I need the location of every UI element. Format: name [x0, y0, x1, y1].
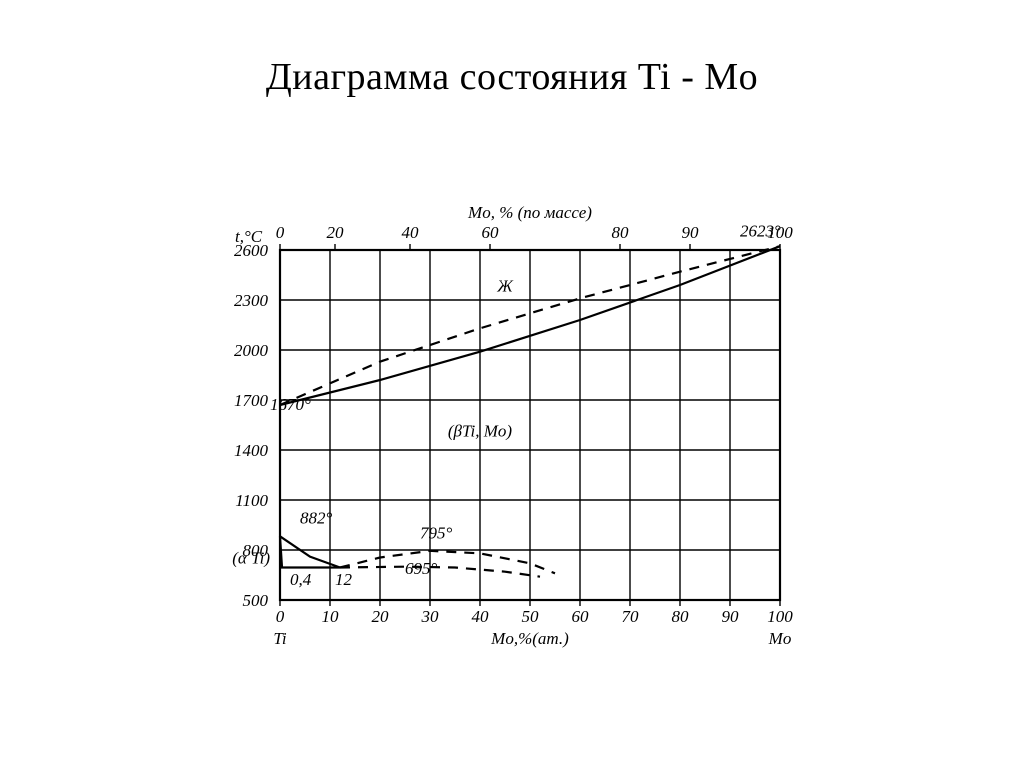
x-bottom-tick-label: 10: [322, 607, 340, 626]
transition-695-curve: [340, 567, 540, 577]
x-top-tick-label: 90: [682, 223, 700, 242]
x-bottom-tick-label: 100: [767, 607, 793, 626]
x-bottom-tick-label: 30: [421, 607, 440, 626]
transition-795-curve: [340, 551, 555, 574]
x-bottom-tick-label: 80: [672, 607, 690, 626]
region-label-alpha: (α Ti): [232, 548, 270, 567]
point-label-p04: 0,4: [290, 570, 312, 589]
x-bottom-tick-label: 70: [622, 607, 640, 626]
x-top-tick-label: 60: [482, 223, 500, 242]
x-bottom-axis-label: Mo,%(ат.): [490, 629, 569, 648]
point-label-p795: 795°: [420, 523, 453, 542]
x-top-tick-label: 0: [276, 223, 285, 242]
y-axis-label: t,°C: [235, 227, 263, 246]
x-bottom-tick-label: 20: [372, 607, 390, 626]
x-bottom-tick-label: 0: [276, 607, 285, 626]
x-top-tick-label: 80: [612, 223, 630, 242]
phase-diagram-chart: 500800110014001700200023002600t,°C010203…: [180, 195, 880, 700]
point-label-p882: 882°: [300, 508, 333, 527]
point-label-p1670: 1670°: [270, 395, 311, 414]
x-bottom-tick-label: 90: [722, 607, 740, 626]
y-tick-label: 1100: [235, 491, 268, 510]
x-top-tick-label: 40: [402, 223, 420, 242]
x-left-end-label: Ti: [273, 629, 287, 648]
y-tick-label: 1700: [234, 391, 269, 410]
y-tick-label: 2000: [234, 341, 269, 360]
point-label-p12: 12: [335, 570, 353, 589]
region-label-liquid: Ж: [496, 277, 514, 296]
x-top-tick-label: 20: [327, 223, 345, 242]
y-tick-label: 1400: [234, 441, 269, 460]
page-title: Диаграмма состояния Ti - Mo: [0, 0, 1024, 99]
point-label-p695: 695°: [405, 559, 438, 578]
alpha-beta-lower-curve: [280, 536, 340, 567]
y-tick-label: 500: [243, 591, 269, 610]
point-label-p2623: 2623°: [740, 222, 781, 241]
y-tick-label: 2300: [234, 291, 269, 310]
alpha-beta-upper-curve: [280, 536, 340, 567]
x-bottom-tick-label: 60: [572, 607, 590, 626]
x-top-axis-label: Mo, % (по массе): [467, 203, 592, 222]
x-bottom-tick-label: 40: [472, 607, 490, 626]
x-right-end-label: Mo: [768, 629, 792, 648]
x-bottom-tick-label: 50: [522, 607, 540, 626]
region-label-beta: (βTi, Mo): [448, 422, 513, 441]
